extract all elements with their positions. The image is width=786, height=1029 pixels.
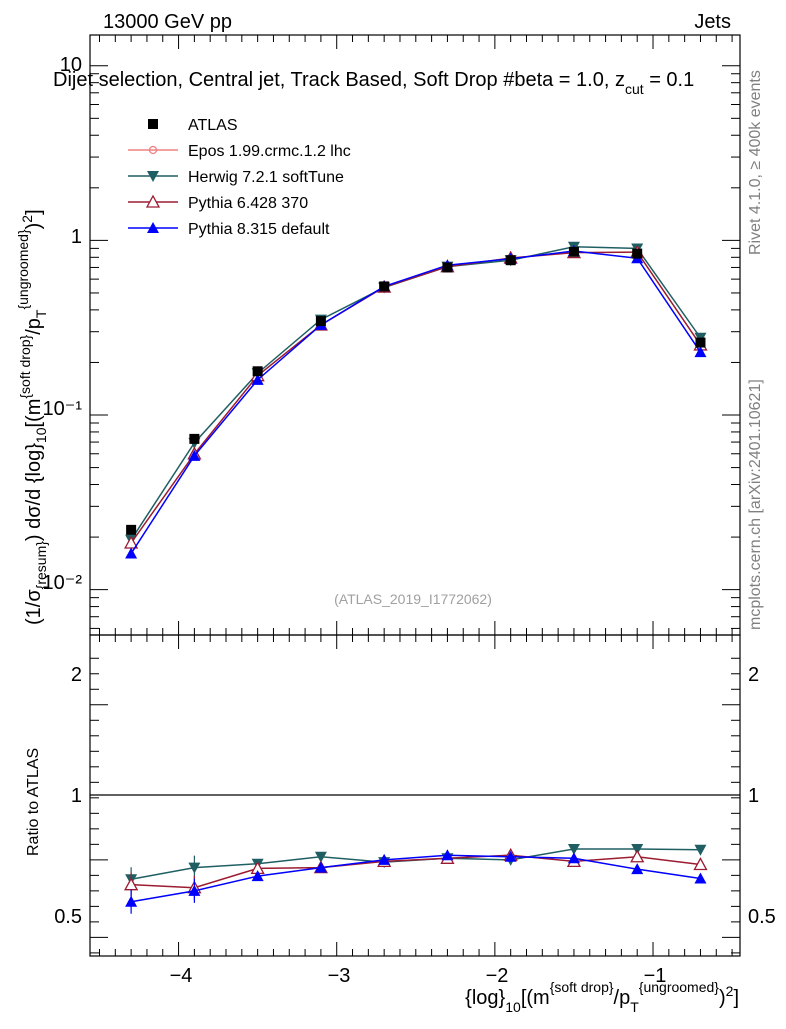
energy-label: 13000 GeV pp: [103, 11, 232, 33]
legend-label-herwig: Herwig 7.2.1 softTune: [188, 169, 344, 186]
selection-title-tail: = 0.1: [644, 69, 695, 91]
series-line-herwig: [130, 246, 702, 541]
ratio-y-tick-label: 2: [71, 664, 82, 686]
series-pythia8: [125, 245, 707, 914]
y-tick-label: 10⁻¹: [43, 398, 83, 420]
data-point-atlas: [315, 316, 326, 327]
ratio-point-herwig: [188, 862, 201, 874]
x-tick-label: −1: [644, 965, 667, 987]
y-tick-label: 1: [71, 226, 82, 248]
ratio-y-tick-label: 0.5: [54, 906, 82, 928]
ratio-point-herwig: [694, 844, 707, 856]
legend-label-pythia6: Pythia 6.428 370: [188, 195, 308, 212]
data-point-atlas: [695, 337, 706, 348]
data-point-atlas: [379, 281, 390, 292]
rivet-info: Rivet 4.1.0, ≥ 400k events: [747, 70, 764, 255]
ratio-point-herwig: [567, 844, 580, 855]
axis-ticks: [90, 35, 740, 956]
legend-label-pythia8: Pythia 8.315 default: [188, 221, 330, 238]
data-point-pythia8: [694, 346, 707, 358]
data-point-atlas: [189, 433, 200, 444]
mcplots-info: mcplots.cern.ch [arXiv:2401.10621]: [747, 379, 764, 630]
ratio-point-pythia6: [124, 877, 139, 891]
ratio-y-tick-label-right: 2: [748, 664, 759, 686]
data-point-atlas: [442, 262, 453, 273]
ratio-point-pythia6: [630, 849, 645, 863]
series-layer: [124, 241, 708, 914]
legend: ATLAS Epos 1.99.crmc.1.2 lhc Herwig 7.2.1 …: [128, 117, 351, 238]
series-pythia6: [124, 244, 708, 900]
ratio-point-pythia8: [314, 861, 327, 873]
selection-title-sub: cut: [625, 81, 644, 97]
selection-title: Dijet selection, Central jet, Track Base…: [53, 69, 694, 97]
data-point-atlas: [252, 366, 263, 377]
data-point-atlas: [505, 255, 516, 266]
analysis-watermark: (ATLAS_2019_I1772062): [334, 591, 492, 607]
ratio-point-pythia8: [504, 850, 517, 862]
legend-marker-herwig: [147, 171, 159, 182]
ratio-line-herwig: [130, 848, 701, 880]
y-tick-label: 10: [60, 54, 82, 76]
ratio-point-pythia8: [694, 872, 707, 884]
series-line-pythia8: [130, 250, 702, 554]
legend-marker-pythia6: [145, 194, 161, 208]
legend-label-epos: Epos 1.99.crmc.1.2 lhc: [188, 143, 351, 160]
data-point-atlas: [568, 246, 579, 257]
data-point-pythia8: [125, 547, 138, 559]
ratio-point-pythia8: [251, 870, 264, 882]
data-point-atlas: [126, 524, 137, 535]
ratio-point-pythia6: [693, 857, 708, 871]
ratio-y-tick-label: 1: [71, 785, 82, 807]
ratio-point-pythia8: [441, 849, 454, 861]
legend-marker-atlas: [148, 119, 158, 129]
data-point-pythia8: [251, 373, 264, 385]
ratio-line-pythia6: [131, 854, 701, 889]
ratio-line-pythia8: [130, 854, 701, 903]
x-axis-label: {log}10[(m{soft drop}/pT{ungroomed})2]: [465, 979, 739, 1015]
y-tick-label: 10⁻²: [43, 572, 83, 594]
ratio-y-tick-label-right: 1: [748, 785, 759, 807]
series-herwig: [125, 241, 707, 892]
selection-title-main: Dijet selection, Central jet, Track Base…: [53, 69, 625, 91]
ratio-point-pythia8: [378, 853, 391, 865]
ratio-point-pythia8: [631, 863, 644, 875]
ratio-y-tick-label-right: 0.5: [748, 906, 776, 928]
legend-marker-pythia8: [147, 222, 159, 233]
ratio-point-herwig: [314, 851, 327, 863]
category-label: Jets: [694, 11, 731, 33]
x-tick-label: −2: [486, 965, 509, 987]
ratio-y-axis-label: Ratio to ATLAS: [25, 748, 42, 856]
series-atlas: [126, 246, 706, 535]
ratio-point-pythia8: [188, 884, 201, 896]
legend-label-atlas: ATLAS: [188, 117, 238, 134]
x-tick-label: −3: [328, 965, 351, 987]
main-y-axis-label: (1/σ{resum}) dσ/d {log}10[(m{soft drop}/…: [15, 209, 49, 625]
ratio-point-pythia8: [567, 852, 580, 864]
series-line-pythia6: [130, 251, 702, 544]
data-point-pythia8: [188, 449, 201, 461]
data-point-atlas: [632, 248, 643, 259]
x-tick-label: −4: [170, 965, 193, 987]
ratio-point-pythia8: [125, 895, 138, 907]
